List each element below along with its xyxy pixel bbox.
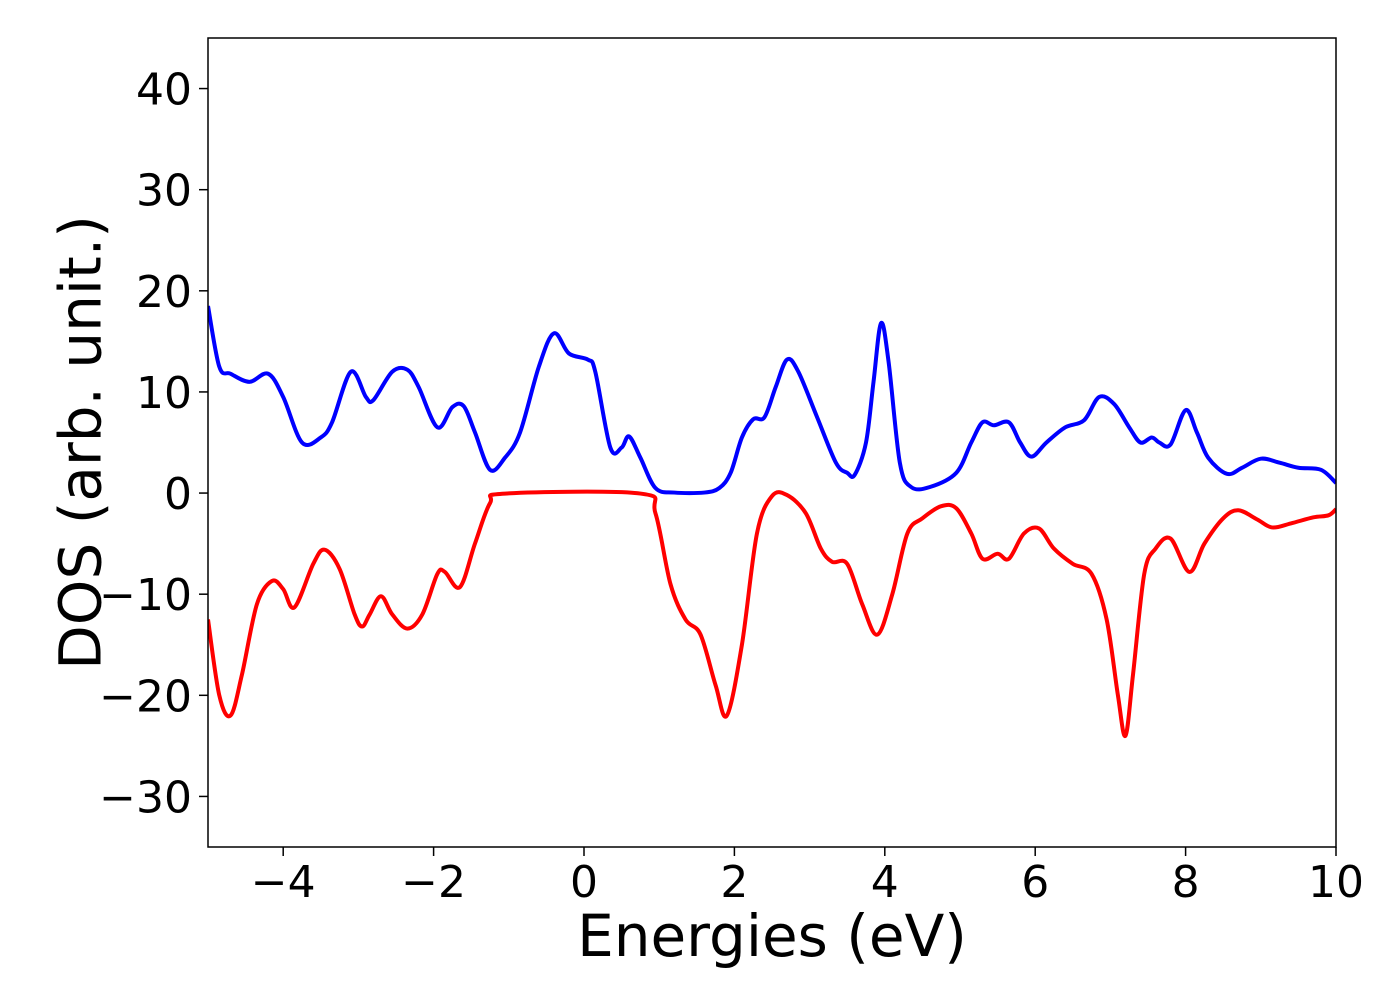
- x-axis-ticks: −4 −2 0 2 4 6 8 10: [251, 847, 1364, 908]
- x-tick-label: 6: [1021, 857, 1049, 908]
- series-line-2: [208, 489, 1336, 738]
- x-tick-label: 2: [720, 857, 748, 908]
- x-tick-label: 0: [570, 857, 598, 908]
- y-axis-ticks: −30 −20 −10 0 10 20 30 40: [99, 65, 208, 823]
- y-tick-label: 40: [136, 65, 192, 116]
- y-tick-label: 0: [164, 469, 192, 520]
- y-tick-label: −10: [99, 570, 192, 621]
- y-tick-label: −30: [99, 772, 192, 823]
- plot-frame: [207, 37, 1337, 848]
- y-tick-label: 10: [136, 368, 192, 419]
- x-tick-label: 8: [1172, 857, 1200, 908]
- y-tick-label: −20: [99, 671, 192, 722]
- plot-area: [208, 305, 1336, 738]
- x-tick-label: 10: [1308, 857, 1364, 908]
- y-tick-label: 30: [136, 166, 192, 217]
- x-axis-label: Energies (eV): [577, 902, 967, 970]
- y-axis-label: DOS (arb. unit.): [46, 215, 114, 670]
- x-tick-label: 4: [871, 857, 899, 908]
- series-line-1: [208, 305, 1336, 496]
- y-tick-label: 20: [136, 267, 192, 318]
- x-tick-label: −2: [401, 857, 466, 908]
- x-tick-label: −4: [251, 857, 316, 908]
